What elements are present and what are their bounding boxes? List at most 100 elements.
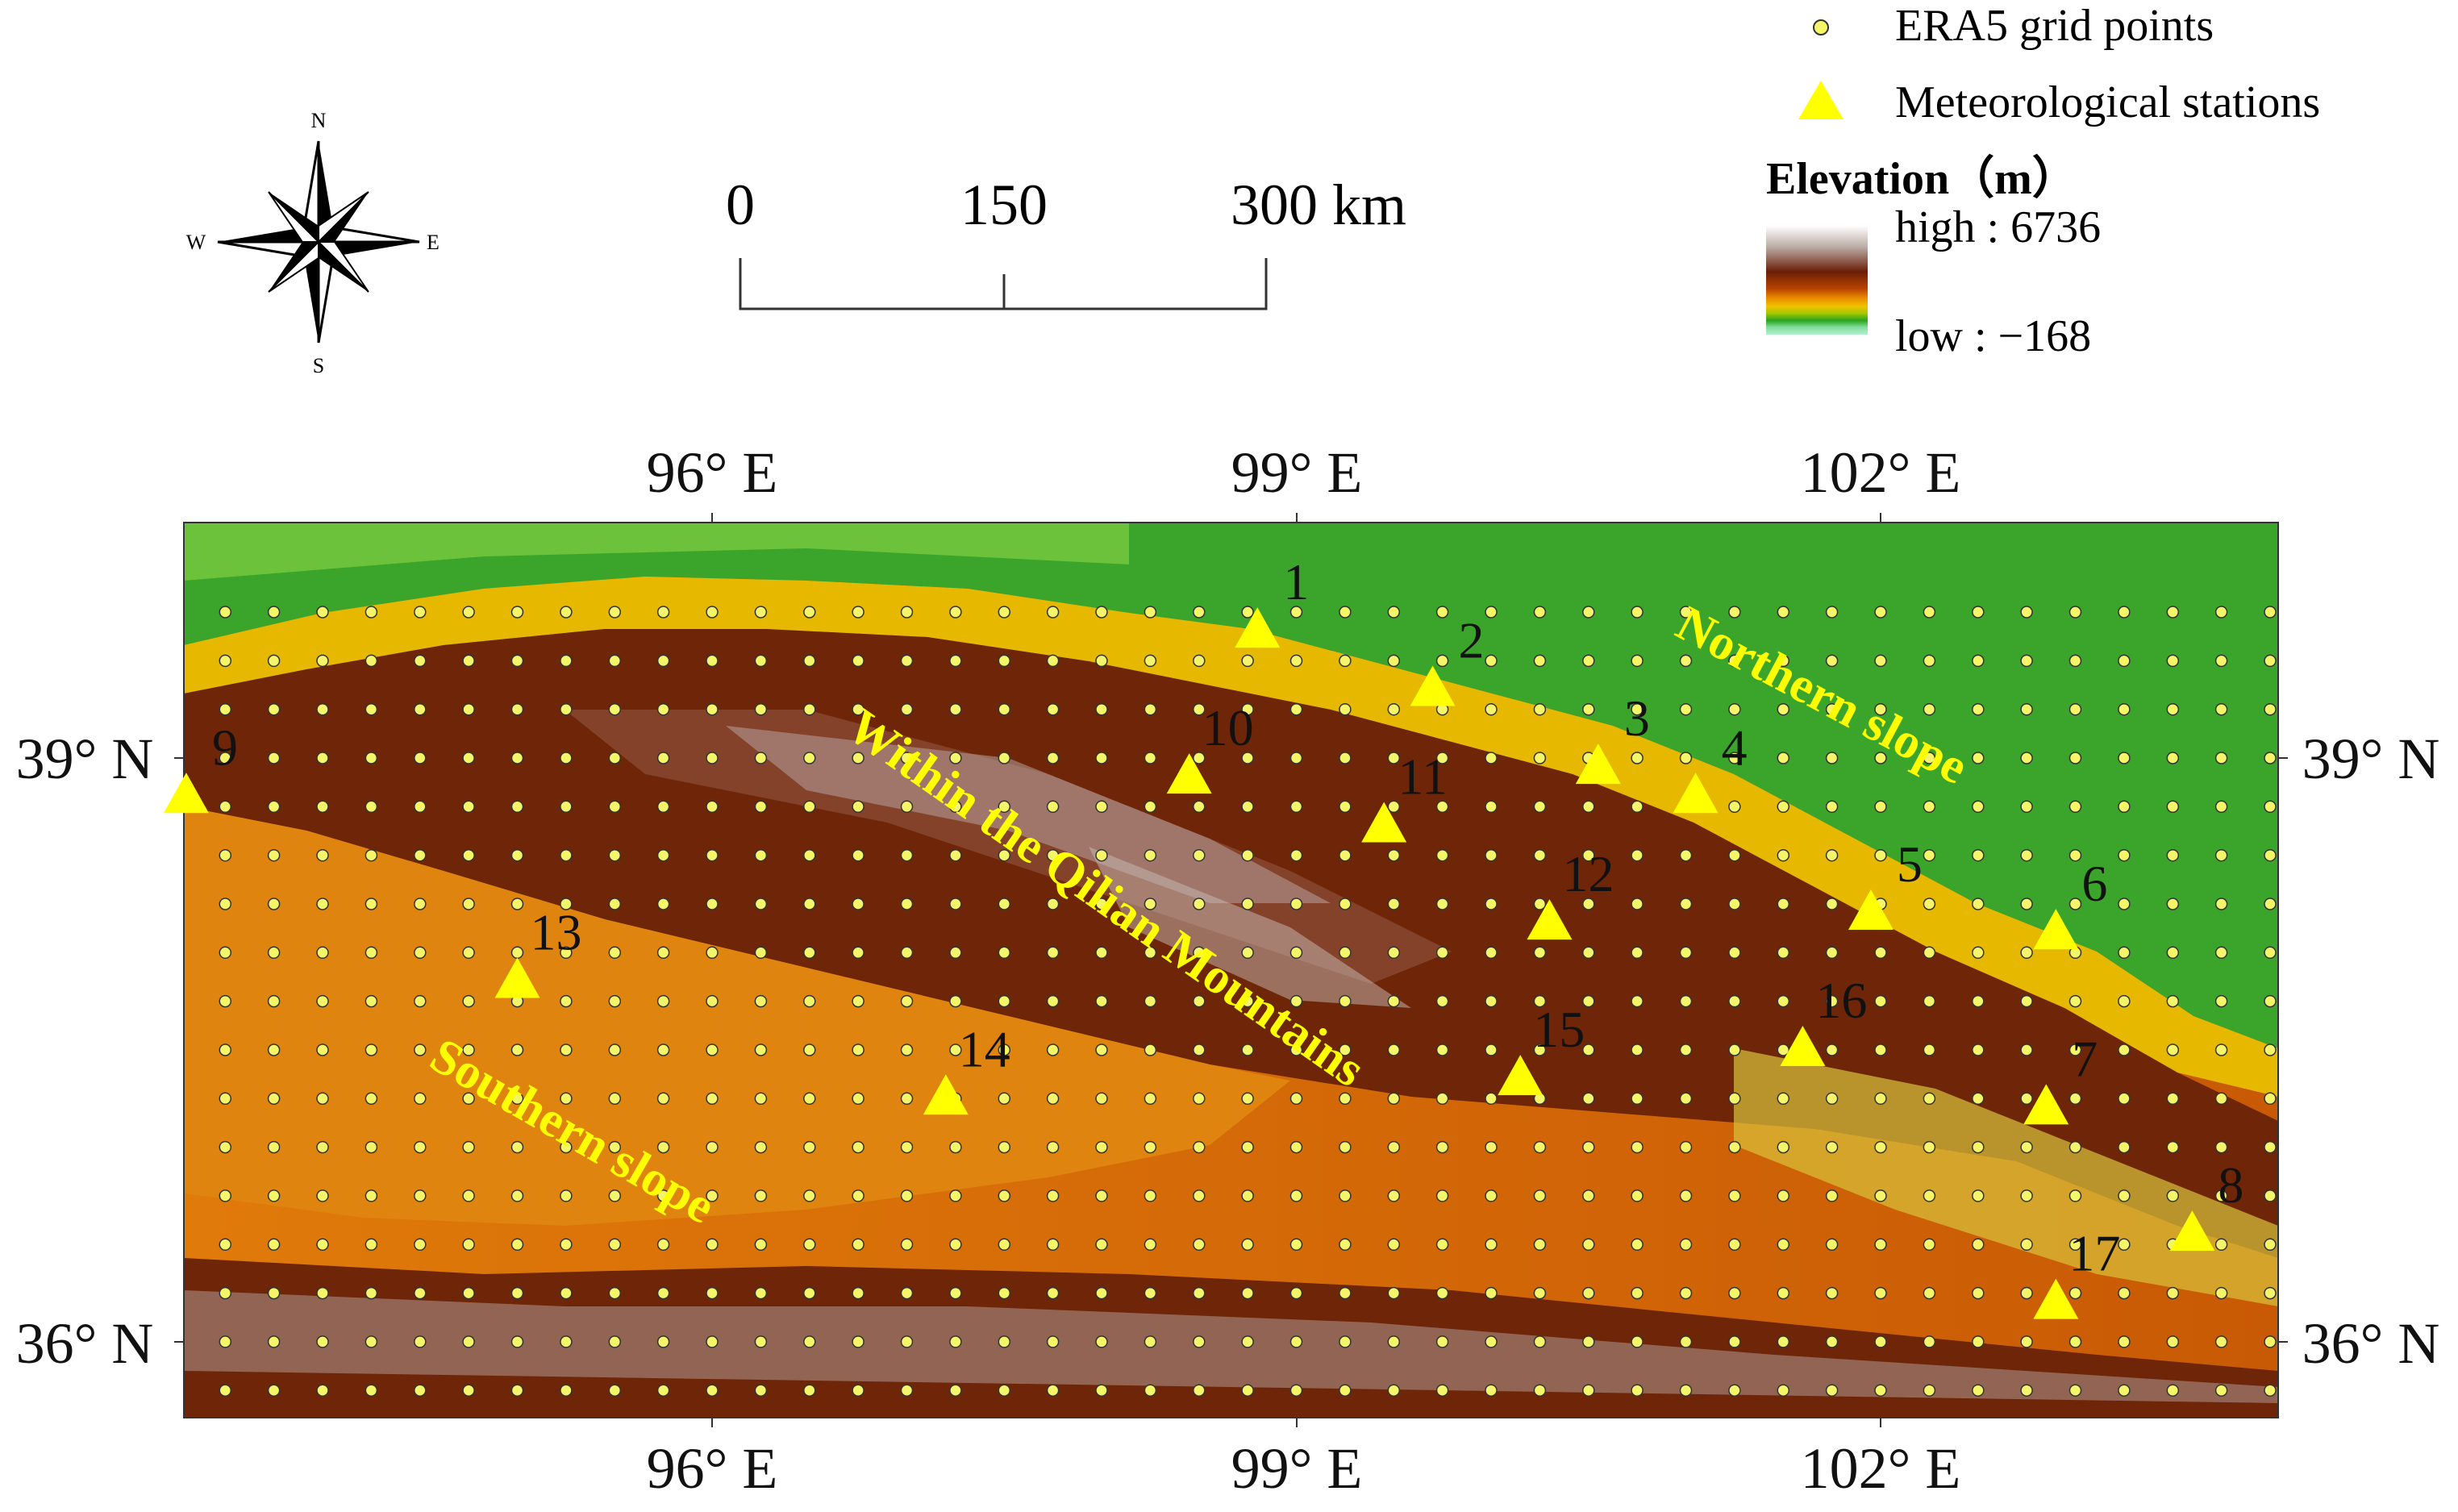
era5-grid-point [2166,654,2180,668]
era5-grid-point [219,654,232,668]
era5-grid-point [1972,1140,1985,1154]
era5-grid-point [462,898,475,910]
legend-elevation-high: high : 6736 [1895,202,2101,252]
station-marker-3 [1575,744,1621,785]
era5-grid-point [1241,946,1254,960]
era5-grid-point [462,702,475,716]
era5-grid-point [1631,1140,1644,1154]
era5-grid-point [949,994,962,1008]
era5-grid-point [656,702,670,716]
era5-grid-point [706,1140,719,1154]
era5-grid-point [803,994,816,1008]
lon-label-99-top: 99° E [1231,440,1363,505]
era5-grid-point [414,800,427,814]
era5-grid-point [365,752,378,764]
era5-grid-point [1095,1043,1108,1056]
era5-grid-point [1582,1043,1595,1056]
era5-grid-point [1193,1286,1206,1300]
era5-grid-point [267,654,281,668]
era5-grid-point [1825,654,1839,668]
era5-grid-point [1144,1092,1157,1106]
era5-grid-point [267,898,281,910]
era5-grid-point [219,702,232,716]
era5-grid-point [1533,848,1547,862]
era5-grid-point [1679,702,1693,716]
era5-grid-point [706,1286,719,1300]
era5-grid-point [998,946,1011,960]
era5-grid-point [365,994,378,1008]
compass-east-label: E [427,231,440,254]
era5-grid-point [2020,946,2033,960]
era5-grid-point [1485,654,1498,668]
era5-grid-point [2214,1286,2228,1300]
era5-grid-point [1387,1140,1401,1154]
era5-grid-point [1728,1384,1741,1397]
era5-grid-point [1485,752,1498,764]
lat-label-39-right: 39° N [2302,727,2440,791]
era5-grid-point [1533,1189,1547,1202]
era5-grid-point [462,1335,475,1348]
era5-grid-point [998,1384,1011,1397]
era5-grid-point [1923,898,1936,910]
era5-grid-point [414,654,427,668]
era5-grid-point [316,1043,329,1056]
era5-grid-point [1241,800,1254,814]
era5-grid-point [706,800,719,814]
era5-grid-point [1825,702,1839,716]
era5-grid-point [414,1238,427,1252]
era5-grid-point [1972,702,1985,716]
era5-grid-point [267,1238,281,1252]
era5-grid-point [2020,848,2033,862]
era5-grid-point [1095,994,1108,1008]
era5-grid-point [949,800,962,814]
era5-grid-point [1144,1043,1157,1056]
era5-grid-point [560,946,573,960]
era5-grid-point [462,800,475,814]
era5-grid-point [656,752,670,764]
era5-grid-point [1144,1384,1157,1397]
era5-grid-point [316,1140,329,1154]
era5-grid-point [1289,1238,1303,1252]
era5-grid-point [316,1384,329,1397]
era5-grid-point [2166,1140,2180,1154]
era5-grid-point [1193,1043,1206,1056]
era5-grid-point [462,1189,475,1202]
era5-grid-point [803,606,816,619]
era5-grid-point [1777,752,1790,764]
era5-grid-point [608,1043,622,1056]
scale-bar: 0 150 300 km [726,173,1406,310]
era5-grid-point [608,1238,622,1252]
era5-grid-point [1972,1286,1985,1300]
era5-grid-point [1289,898,1303,910]
era5-grid-point [2214,800,2228,814]
era5-grid-point [1339,946,1352,960]
era5-grid-point [1289,848,1303,862]
era5-grid-point [2264,1189,2277,1202]
era5-grid-point [316,994,329,1008]
era5-grid-point [2118,1238,2131,1252]
era5-grid-point [462,994,475,1008]
era5-grid-point [2118,702,2131,716]
era5-grid-point [2020,1384,2033,1397]
era5-grid-point [2020,702,2033,716]
era5-grid-point [1582,702,1595,716]
era5-grid-point [998,1286,1011,1300]
era5-grid-point [1485,994,1498,1008]
era5-grid-point [608,1335,622,1348]
era5-grid-point [900,848,914,862]
era5-grid-point [656,654,670,668]
era5-grid-point [2264,1043,2277,1056]
era5-grid-point [1923,848,1936,862]
era5-grid-point [462,1043,475,1056]
era5-grid-point [998,752,1011,764]
era5-grid-point [1631,1335,1644,1348]
era5-grid-point [852,1140,864,1154]
era5-grid-point [949,606,962,619]
era5-grid-point [1289,800,1303,814]
era5-grid-point [462,606,475,619]
era5-grid-point [219,1092,232,1106]
era5-grid-point [1972,606,1985,619]
era5-grid-point [560,994,573,1008]
era5-grid-point [316,1335,329,1348]
era5-grid-point [1193,946,1206,960]
